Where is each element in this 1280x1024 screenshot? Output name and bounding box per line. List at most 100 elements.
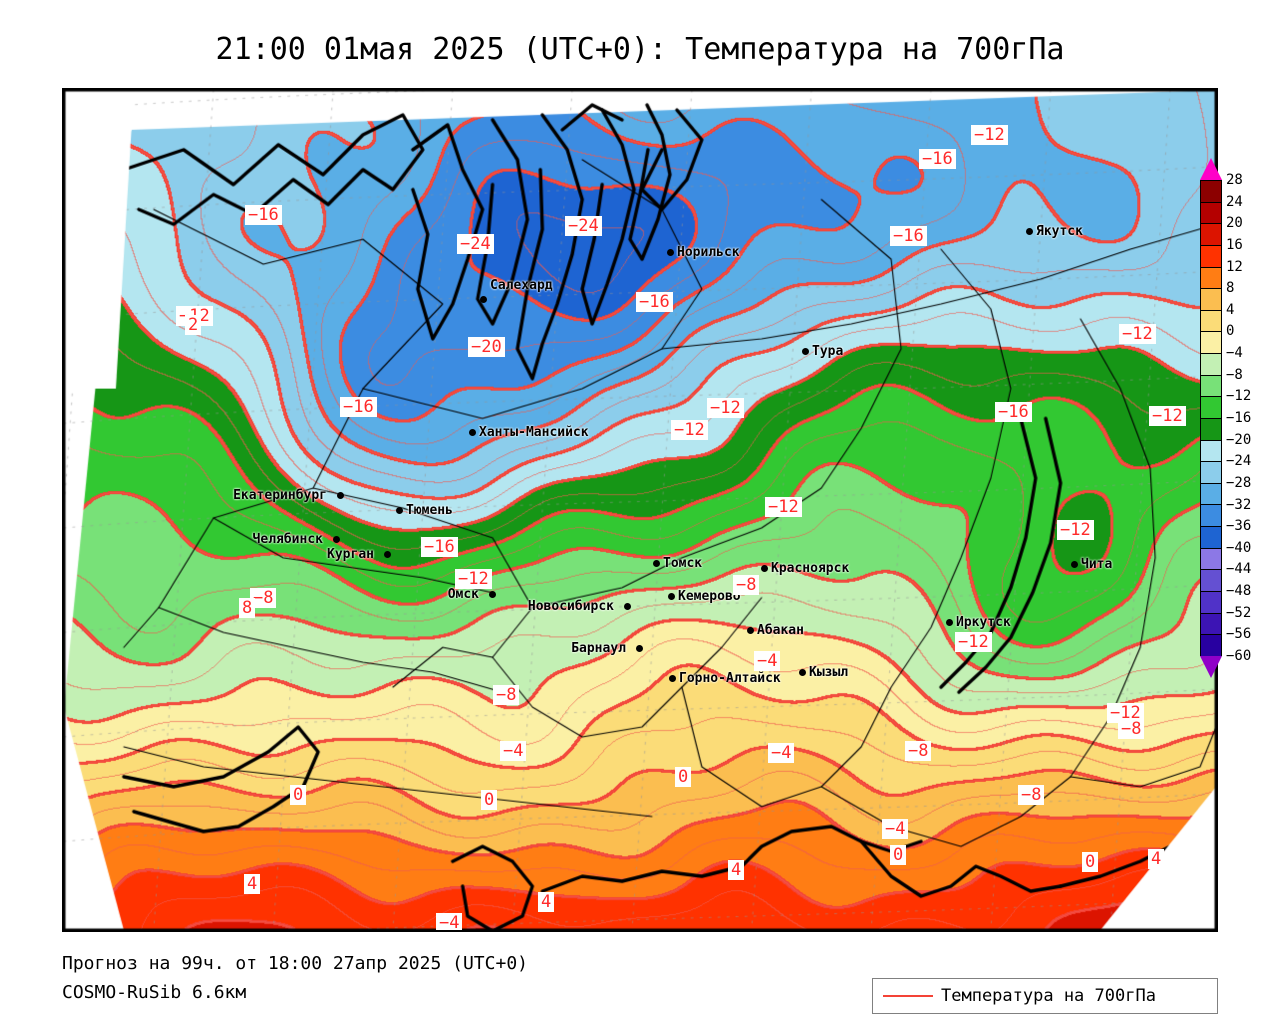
- footer-model-line: COSMO-RuSib 6.6км: [62, 981, 247, 1003]
- contour-value-label: −8: [1018, 785, 1045, 805]
- contour-value-label: 8: [239, 598, 256, 618]
- colorbar-cell: [1201, 570, 1221, 592]
- colorbar-gradient: [1200, 180, 1222, 657]
- colorbar-cell: [1201, 548, 1221, 571]
- contour-value-label: −12: [1149, 406, 1186, 426]
- contour-value-label: −16: [995, 402, 1032, 422]
- colorbar-cell: [1201, 418, 1221, 441]
- colorbar-tick-label: 28: [1226, 172, 1243, 188]
- contour-value-label: −4: [754, 651, 781, 671]
- colorbar-cell: [1201, 181, 1221, 203]
- contour-value-label: 0: [675, 767, 692, 787]
- contour-value-label: −16: [421, 537, 458, 557]
- colorbar-tick-label: 4: [1226, 301, 1235, 318]
- colorbar-tick-label: −8: [1226, 366, 1243, 383]
- contour-value-label: 0: [1082, 852, 1099, 872]
- colorbar-tick-label: −44: [1226, 561, 1252, 578]
- contour-value-label: 0: [290, 785, 307, 805]
- contour-value-label: −12: [1107, 703, 1144, 723]
- colorbar-tick-label: 8: [1226, 280, 1235, 297]
- footer-text: Прогноз на 99ч. от 18:00 27апр 2025 (UTC…: [62, 950, 822, 1008]
- colorbar-tick-label: 0: [1226, 323, 1235, 340]
- contour-value-label: −8: [733, 575, 760, 595]
- colorbar-tick-label: 12: [1226, 258, 1243, 275]
- contour-value-label: −12: [671, 420, 708, 440]
- colorbar-cell: [1201, 310, 1221, 333]
- contour-value-label: 0: [890, 845, 907, 865]
- contour-value-label: −4: [768, 743, 795, 763]
- colorbar-cell: [1201, 354, 1221, 376]
- colorbar-cell: [1201, 289, 1221, 311]
- contour-value-label: −20: [468, 337, 505, 357]
- contour-value-label: −16: [919, 149, 956, 169]
- contour-value-label: −24: [565, 216, 602, 236]
- colorbar-bottom-arrow-icon: [1200, 656, 1222, 678]
- contour-value-label: −12: [765, 497, 802, 517]
- colorbar-cell: [1201, 635, 1221, 657]
- contour-value-label: −12: [1057, 520, 1094, 540]
- contour-value-label: 4: [538, 892, 555, 912]
- colorbar-tick-label: 16: [1226, 236, 1243, 253]
- contour-value-label: 0: [481, 790, 498, 810]
- colorbar-cell: [1201, 245, 1221, 268]
- colorbar-tick-label: −12: [1226, 388, 1252, 405]
- colorbar-tick-label: −20: [1226, 431, 1252, 448]
- contour-value-label: −16: [890, 226, 927, 246]
- contour-value-label: −8: [250, 588, 277, 608]
- contour-value-label: 4: [244, 874, 261, 894]
- colorbar: 28 24 20 16 12 8 4 0 −4 −8 −12 −16 −20 −24 −28 −32 −36 −4…: [1200, 158, 1274, 692]
- colorbar-tick-label: −56: [1226, 626, 1252, 643]
- colorbar-tick-label: −52: [1226, 604, 1252, 621]
- colorbar-tick-label: −60: [1226, 648, 1252, 664]
- colorbar-tick-label: −4: [1226, 345, 1243, 362]
- legend-line-sample: [883, 995, 933, 997]
- colorbar-top-arrow-icon: [1200, 158, 1222, 180]
- colorbar-cell: [1201, 397, 1221, 419]
- colorbar-tick-label: −40: [1226, 539, 1252, 556]
- colorbar-cell: [1201, 483, 1221, 506]
- contour-value-label: −16: [340, 397, 377, 417]
- colorbar-tick-label: −24: [1226, 453, 1252, 470]
- legend-label: Температура на 700гПа: [941, 986, 1156, 1006]
- page-title: 21:00 01мая 2025 (UTC+0): Температура на…: [215, 32, 1065, 67]
- colorbar-tick-label: −16: [1226, 410, 1252, 426]
- colorbar-tick-label: 24: [1226, 193, 1243, 210]
- contour-value-label: 2: [185, 315, 202, 335]
- colorbar-cell: [1201, 505, 1221, 527]
- contour-value-label: −24: [457, 234, 494, 254]
- colorbar-cell: [1201, 527, 1221, 549]
- colorbar-cell: [1201, 202, 1221, 225]
- colorbar-cell: [1201, 224, 1221, 246]
- colorbar-tick-label: −48: [1226, 583, 1252, 600]
- colorbar-cell: [1201, 332, 1221, 354]
- map-frame[interactable]: Якутск Норильск Тура Салехард Ханты-Мансийск…: [62, 88, 1218, 932]
- footer-forecast-line: Прогноз на 99ч. от 18:00 27апр 2025 (UTC…: [62, 953, 528, 974]
- contour-value-label: 4: [1148, 849, 1165, 869]
- colorbar-cell: [1201, 375, 1221, 398]
- contour-value-label: −4: [436, 913, 463, 930]
- contour-value-label: −8: [1118, 719, 1145, 739]
- legend-box: Температура на 700гПа: [872, 978, 1218, 1014]
- contour-value-label: −4: [882, 819, 909, 839]
- contour-value-label: −12: [455, 569, 492, 589]
- contour-value-label: −12: [955, 632, 992, 652]
- colorbar-tick-label: 20: [1226, 215, 1243, 232]
- colorbar-tick-label: −28: [1226, 474, 1252, 491]
- contour-value-label: −12: [971, 125, 1008, 145]
- colorbar-tick-label: −36: [1226, 518, 1252, 535]
- contour-value-label: −16: [636, 292, 673, 312]
- contour-value-label: −4: [500, 741, 527, 761]
- contour-value-label: −8: [493, 685, 520, 705]
- colorbar-cell: [1201, 591, 1221, 614]
- contour-value-label: 4: [728, 860, 745, 880]
- colorbar-tick-label: −32: [1226, 496, 1252, 513]
- colorbar-cell: [1201, 462, 1221, 484]
- colorbar-cell: [1201, 267, 1221, 290]
- contour-value-label: −12: [707, 398, 744, 418]
- contour-value-label: −8: [905, 741, 932, 761]
- colorbar-tick-labels: 28 24 20 16 12 8 4 0 −4 −8 −12 −16 −20 −24 −28 −32 −36 −4…: [1226, 173, 1274, 663]
- contour-value-label: −16: [245, 205, 282, 225]
- colorbar-cell: [1201, 613, 1221, 636]
- colorbar-cell: [1201, 440, 1221, 463]
